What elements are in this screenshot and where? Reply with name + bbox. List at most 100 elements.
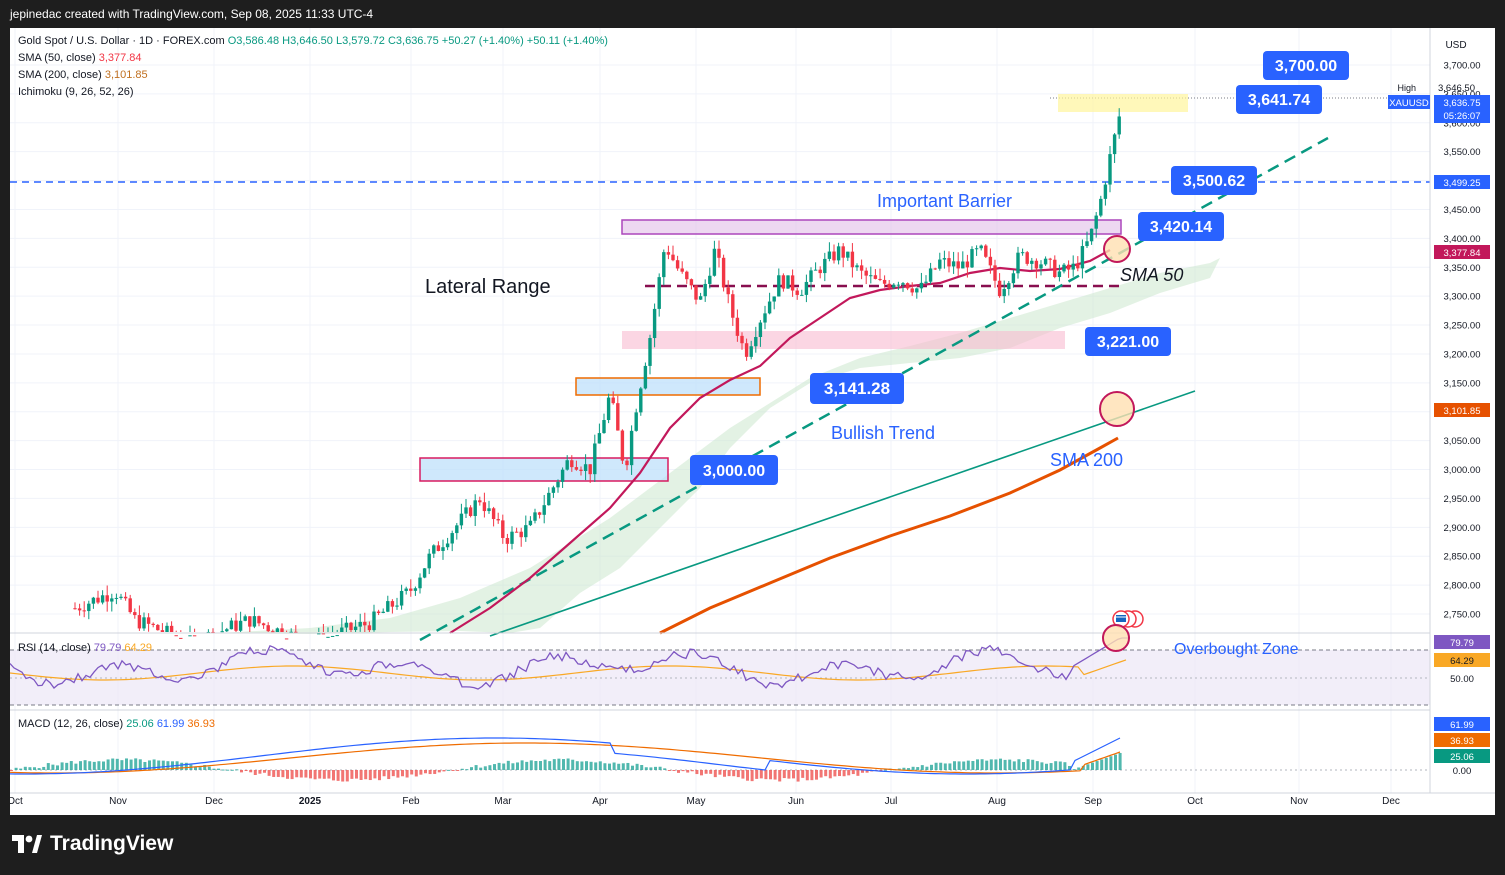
candle-body	[698, 296, 703, 300]
macd-bar	[341, 770, 345, 782]
macd-bar	[88, 761, 92, 770]
candle-body	[841, 246, 845, 258]
candle-body	[694, 285, 698, 300]
events-flags-icon[interactable]	[1112, 610, 1144, 628]
candle-body	[386, 601, 390, 612]
macd-bar	[51, 764, 55, 770]
macd-bar	[483, 766, 487, 770]
candle-body	[266, 625, 270, 632]
candles	[73, 108, 1121, 640]
macd-bar	[1081, 765, 1085, 770]
legend-sma200[interactable]: SMA (200, close) 3,101.85	[18, 69, 148, 81]
candle-body	[1062, 264, 1066, 272]
macd-bar	[764, 770, 768, 780]
candle-body	[174, 635, 178, 637]
macd-bar	[364, 770, 368, 780]
candle-body	[763, 313, 767, 323]
time-axis-label: Jun	[788, 796, 804, 807]
price-tick-label: 2,800.00	[1444, 581, 1481, 592]
macd-bar	[194, 766, 197, 770]
macd-bar	[65, 762, 69, 770]
countdown-tag: 05:26:07	[1444, 111, 1481, 122]
macd-bar	[125, 758, 128, 770]
macd-histogram	[10, 752, 1122, 782]
legend-open: O3,586.48	[227, 35, 280, 47]
label-3420-text: 3,420.14	[1150, 219, 1212, 236]
candle-body	[671, 254, 675, 261]
macd-bar	[401, 770, 404, 777]
label-3500: 3,500.62	[1171, 166, 1257, 195]
price-tick-label: 3,650.00	[1444, 89, 1481, 100]
time-axis[interactable]: Oct Nov Dec 2025 Feb Mar Apr May Jun Jul Aug Sep Oct…	[7, 796, 1400, 807]
candle-body	[142, 617, 146, 629]
sma50-tag: 3,377.84	[1444, 248, 1481, 259]
macd-bar	[778, 770, 782, 782]
legend-rsi[interactable]: RSI (14, close) 79.79 64.29	[18, 642, 152, 654]
candle-body	[708, 275, 712, 284]
macd-bar	[180, 762, 184, 770]
chart-svg[interactable]: 3,700.00 3,641.74 3,500.62 3,420.14 3,22…	[7, 28, 1495, 815]
legend-close: C3,636.75	[387, 35, 439, 47]
candle-body	[993, 265, 997, 281]
macd-bar	[759, 770, 763, 779]
candle-body	[353, 626, 358, 631]
legend-change: +50.27 (+1.40%)	[441, 35, 524, 47]
candle-body	[519, 531, 523, 538]
macd-signal-line	[9, 742, 1121, 774]
macd-bar	[276, 770, 280, 777]
macd-bar	[575, 761, 579, 770]
candle-body	[896, 284, 901, 286]
candle-body	[1089, 228, 1094, 242]
candle-body	[344, 622, 349, 628]
candle-body	[349, 622, 353, 631]
macd-bar	[382, 770, 386, 777]
candle-body	[1007, 283, 1011, 290]
candle-body	[243, 616, 247, 621]
candle-body	[956, 261, 960, 269]
macd-bar	[419, 770, 423, 775]
candle-body	[574, 467, 579, 470]
header-bar: jepinedac created with TradingView.com, …	[0, 0, 1505, 28]
legend-macd[interactable]: MACD (12, 26, close) 25.06 61.99 36.93	[18, 718, 215, 730]
macd-bar	[447, 769, 450, 771]
sma50-text: SMA 50	[1120, 265, 1183, 285]
candle-body	[482, 502, 487, 512]
candle-body	[326, 636, 330, 638]
macd-bar	[313, 770, 317, 780]
candle-body	[528, 520, 533, 526]
sma200-tag-bg	[1434, 403, 1490, 417]
candle-body	[179, 637, 183, 639]
macd-bar	[953, 761, 956, 770]
macd-bar	[230, 769, 234, 771]
candle-body	[685, 271, 689, 280]
macd-bar	[10, 770, 13, 771]
candle-body	[100, 595, 105, 603]
legend-sma50[interactable]: SMA (50, close) 3,377.84	[18, 52, 142, 64]
macd-signal-tag: 36.93	[1450, 736, 1474, 747]
macd-bar	[1058, 761, 1062, 770]
candle-body	[974, 248, 979, 250]
candle-body	[767, 301, 772, 314]
symbol-tag: XAUUSD	[1389, 98, 1429, 109]
candle-body	[1053, 259, 1057, 278]
chart-area[interactable]: 3,700.00 3,641.74 3,500.62 3,420.14 3,22…	[7, 28, 1495, 815]
time-axis-label: Oct	[1187, 796, 1203, 807]
bullish-trend-text: Bullish Trend	[831, 423, 935, 443]
macd-bar	[833, 770, 837, 777]
macd-bar	[286, 770, 289, 779]
macd-bar	[138, 759, 142, 770]
macd-bar	[635, 763, 639, 770]
candle-body	[689, 279, 694, 286]
tradingview-logo[interactable]: TradingView	[12, 832, 173, 856]
macd-bar	[842, 770, 846, 777]
macd-bar	[920, 765, 924, 770]
candle-body	[758, 322, 763, 338]
legend-ichimoku[interactable]: Ichimoku (9, 26, 52, 26)	[18, 86, 134, 98]
macd-bar	[345, 770, 349, 782]
candle-body	[128, 598, 132, 613]
macd-bar	[994, 759, 998, 770]
candle-body	[616, 403, 620, 431]
sma50-tag-bg	[1434, 245, 1490, 259]
macd-bar	[529, 760, 533, 770]
candle-body	[800, 294, 804, 296]
